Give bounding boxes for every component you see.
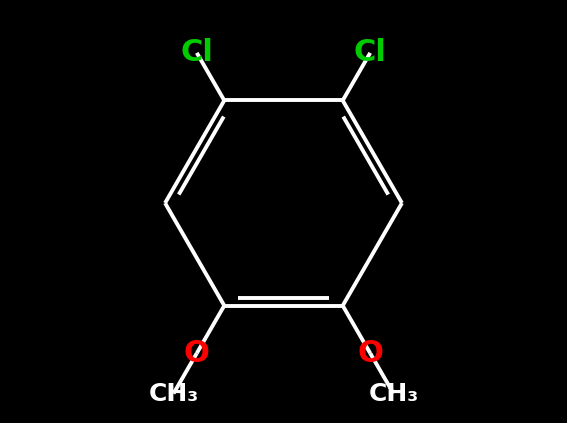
Text: Cl: Cl bbox=[354, 38, 387, 67]
Text: O: O bbox=[357, 339, 383, 368]
Text: CH₃: CH₃ bbox=[369, 382, 418, 406]
Text: CH₃: CH₃ bbox=[149, 382, 198, 406]
Text: Cl: Cl bbox=[180, 38, 213, 67]
Text: O: O bbox=[184, 339, 210, 368]
